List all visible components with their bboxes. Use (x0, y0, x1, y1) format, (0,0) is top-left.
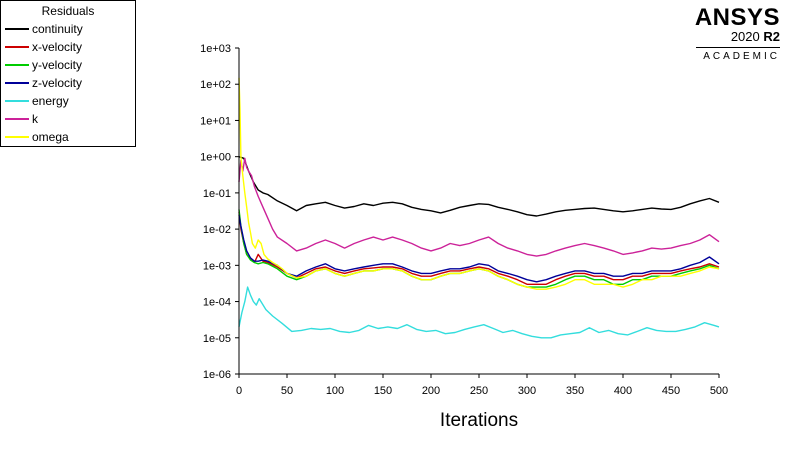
series-layer (238, 77, 720, 339)
brand-version-line: 2020 R2 (690, 30, 780, 44)
legend-item-omega: omega (5, 130, 69, 144)
y-tick-label: 1e+00 (200, 152, 231, 164)
x-tick-label: 50 (281, 385, 293, 397)
legend-item-k: k (5, 112, 38, 126)
legend-item-z-velocity: z-velocity (5, 76, 82, 90)
brand-name: ANSYS (694, 4, 780, 31)
legend-label-omega: omega (32, 130, 69, 144)
y-tick-label: 1e+01 (200, 115, 231, 127)
series-line-energy (238, 286, 720, 339)
legend-item-continuity: continuity (5, 22, 83, 36)
legend-label-energy: energy (32, 94, 69, 108)
brand-version: 2020 (730, 29, 760, 44)
x-tick-label: 500 (710, 385, 728, 397)
legend-swatch-k (5, 118, 29, 120)
legend-label-y-velocity: y-velocity (32, 58, 83, 72)
legend-label-x-velocity: x-velocity (32, 40, 83, 54)
legend-swatch-omega (5, 136, 29, 138)
brand-divider (696, 47, 780, 48)
x-tick-label: 350 (566, 385, 584, 397)
legend-swatch-y-velocity (5, 64, 29, 66)
legend-item-y-velocity: y-velocity (5, 58, 82, 72)
x-tick-label: 250 (470, 385, 488, 397)
legend-label-k: k (32, 112, 38, 126)
legend-swatch-x-velocity (5, 46, 29, 48)
x-tick-label: 100 (326, 385, 344, 397)
x-tick-label: 300 (518, 385, 536, 397)
series-line-x-velocity (238, 211, 720, 285)
chart-legend: Residuals continuity x-velocity y-veloci… (0, 0, 136, 147)
x-axis-title: Iterations (440, 410, 518, 431)
y-tick-label: 1e+03 (200, 43, 231, 55)
y-tick-label: 1e-06 (203, 369, 231, 381)
y-tick-label: 1e-05 (203, 333, 231, 345)
x-tick-label: 0 (236, 385, 242, 397)
x-tick-label: 150 (374, 385, 392, 397)
y-tick-label: 1e-01 (203, 188, 231, 200)
x-tick-label: 400 (614, 385, 632, 397)
ansys-logo: ANSYS 2020 R2 ACADEMIC (690, 6, 780, 62)
series-line-omega (238, 77, 720, 290)
y-tick-label: 1e-04 (203, 297, 231, 309)
series-line-continuity (238, 156, 720, 217)
legend-label-z-velocity: z-velocity (32, 76, 83, 90)
y-tick-label: 1e-03 (203, 260, 231, 272)
legend-swatch-energy (5, 100, 29, 102)
x-tick-label: 200 (422, 385, 440, 397)
series-line-k (238, 157, 720, 257)
x-tick-label: 450 (662, 385, 680, 397)
legend-title: Residuals (41, 4, 95, 18)
legend-swatch-z-velocity (5, 82, 29, 84)
axes-layer: 1e-06 1e-05 1e-04 1e-03 1e-02 1e-01 1e+00 1e+01… (200, 43, 728, 397)
legend-swatch-continuity (5, 28, 29, 30)
legend-label-continuity: continuity (32, 22, 83, 36)
legend-item-x-velocity: x-velocity (5, 40, 82, 54)
legend-item-energy: energy (5, 94, 69, 108)
brand-edition: ACADEMIC (703, 51, 780, 62)
y-tick-label: 1e-02 (203, 224, 231, 236)
y-tick-label: 1e+02 (200, 79, 231, 91)
brand-release: R2 (763, 29, 780, 44)
